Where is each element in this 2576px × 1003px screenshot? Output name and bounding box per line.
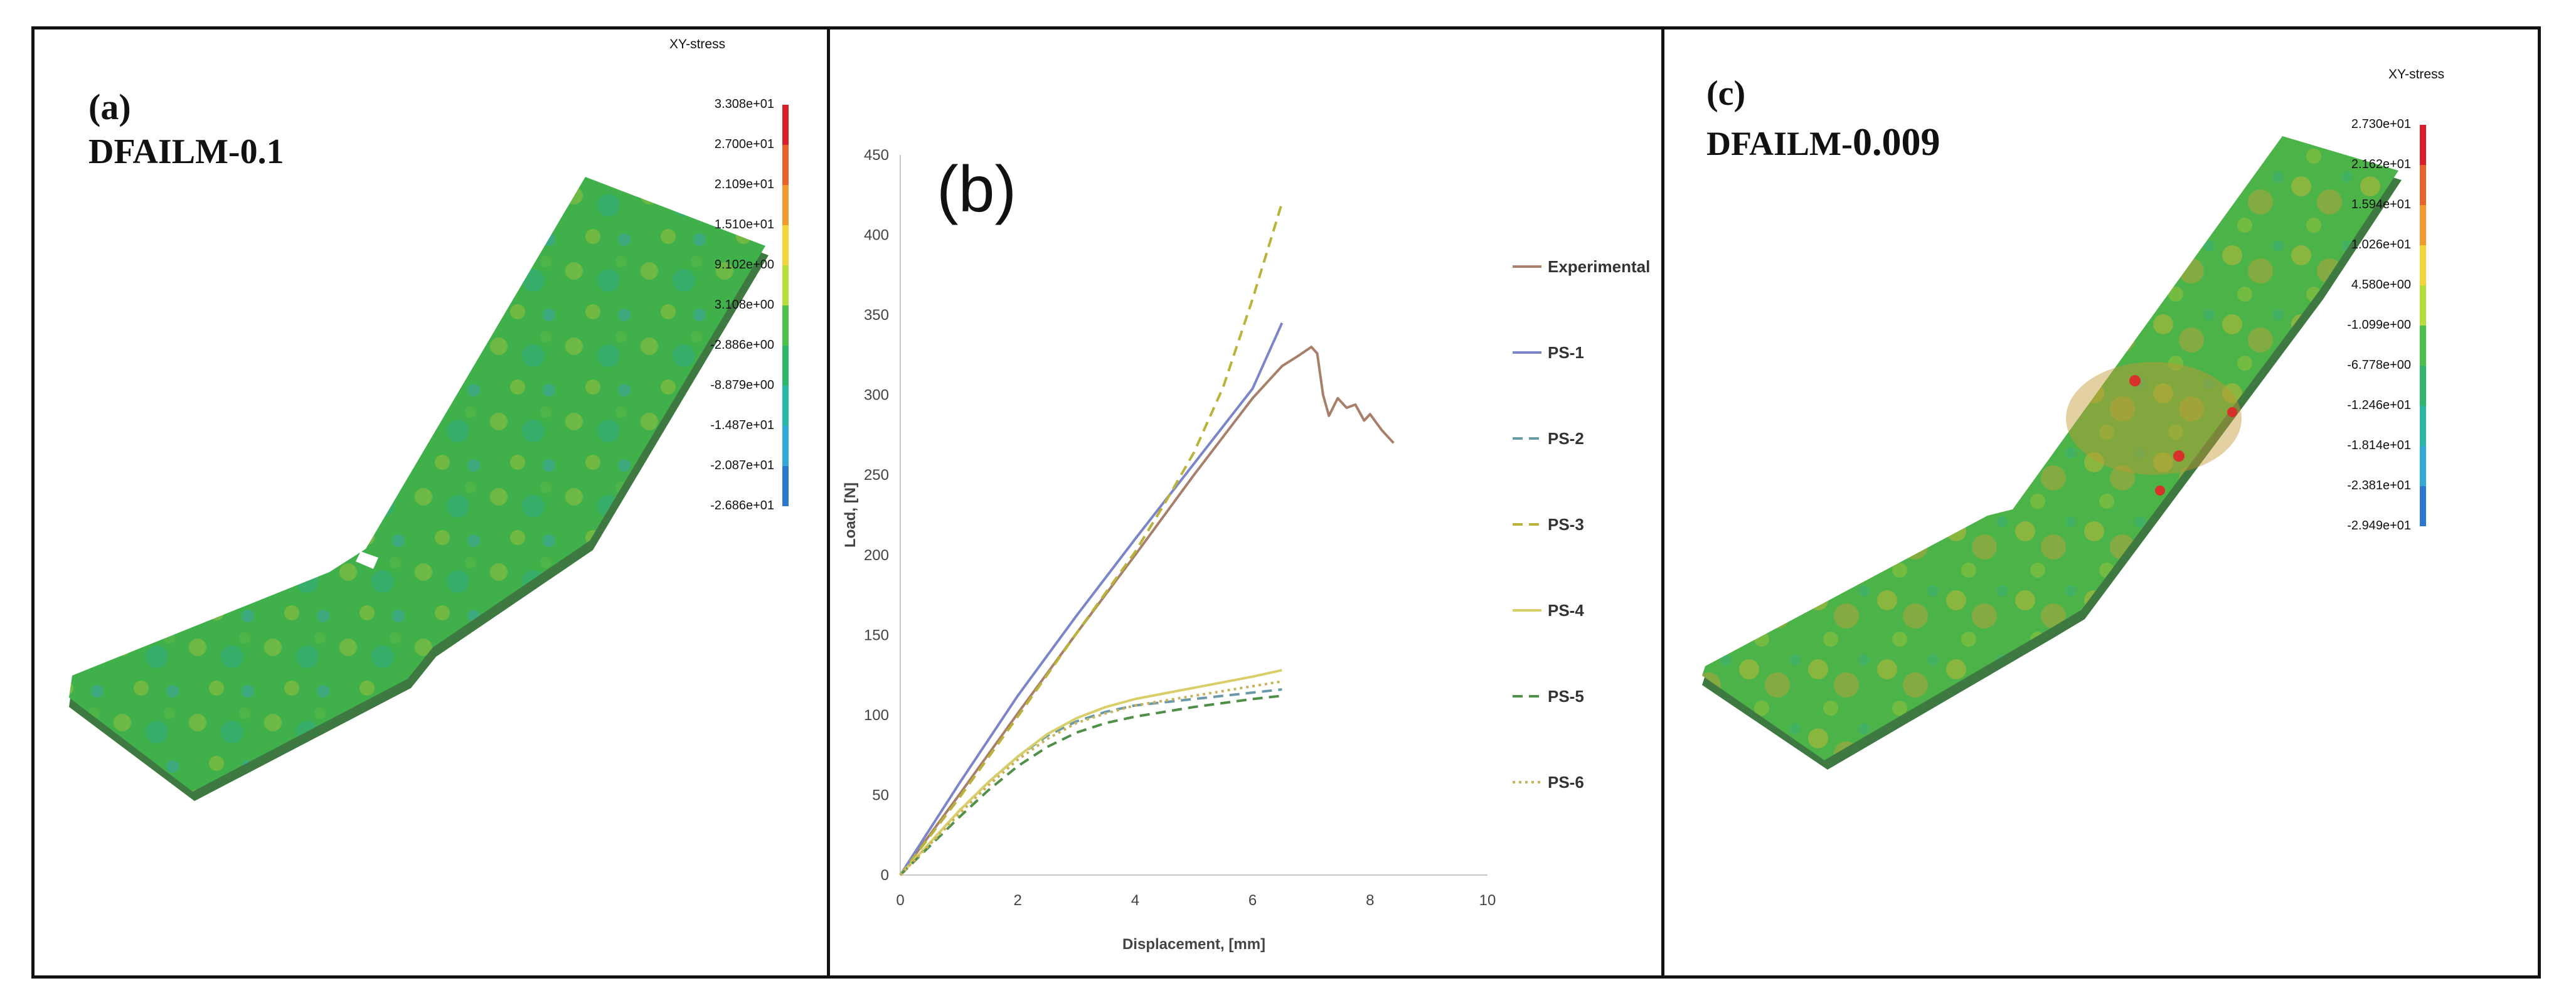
panel_c-scale-swatch <box>2420 125 2426 165</box>
y-tick-label: 0 <box>881 867 889 884</box>
legend-label: PS-3 <box>1548 515 1584 534</box>
panel_c-scale-label: -1.099e+00 <box>2347 318 2411 332</box>
series-line-ps-3 <box>899 202 1284 876</box>
legend-label: PS-1 <box>1548 343 1584 362</box>
panel_a-scale-label: 2.700e+01 <box>714 137 774 151</box>
panel-a-legend-title: XY-stress <box>669 37 726 51</box>
panel_a-scale-label: 2.109e+01 <box>714 178 774 191</box>
y-tick-label: 300 <box>864 387 889 404</box>
panel_a-scale-swatch <box>782 185 789 225</box>
legend-label: PS-2 <box>1548 429 1584 448</box>
panel-c-plate <box>1702 136 2402 770</box>
panel_a-scale-swatch <box>782 145 789 185</box>
panel_c-scale-label: 2.162e+01 <box>2351 157 2411 171</box>
panel-a: (a) DFAILM-0.1 <box>35 29 827 975</box>
series-line-ps-6 <box>899 680 1282 876</box>
y-tick-label: 100 <box>864 707 889 724</box>
panel_c-scale-swatch <box>2420 205 2426 245</box>
panel-b: (b) 0 50 100 150 200 250 300 350 400 450 0 2 4 6 8 10 Di… <box>830 29 1661 975</box>
x-tick-label: 6 <box>1248 892 1257 909</box>
panel_a-scale-label: 9.102e+00 <box>714 258 774 272</box>
panel_c-scale-label: 1.026e+01 <box>2351 238 2411 252</box>
figure-frame <box>31 26 2541 979</box>
y-tick-label: 150 <box>864 627 889 644</box>
panel_c-scale-label: -6.778e+00 <box>2347 358 2411 372</box>
y-tick-label: 50 <box>872 787 889 804</box>
panel_a-scale-label: -8.879e+00 <box>710 378 774 392</box>
x-tick-label: 10 <box>1479 892 1496 909</box>
panel_a-scale-label: 1.510e+01 <box>714 218 774 231</box>
legend-label: Experimental <box>1548 257 1650 276</box>
panel_a-scale-swatch <box>782 265 789 305</box>
panel_c-scale-label: 1.594e+01 <box>2351 198 2411 211</box>
y-tick-label: 450 <box>864 147 889 164</box>
x-tick-label: 2 <box>1014 892 1022 909</box>
y-tick-label: 200 <box>864 547 889 564</box>
x-tick-label: 4 <box>1131 892 1139 909</box>
y-tick-label: 250 <box>864 467 889 484</box>
series-line-ps-2 <box>899 688 1282 876</box>
panel_a-scale-swatch <box>782 346 789 386</box>
panel_a-scale-label: 3.108e+00 <box>714 298 774 312</box>
legend-label: PS-5 <box>1548 687 1584 706</box>
panel-divider-right <box>1661 26 1664 979</box>
panel_c-scale-label: -1.246e+01 <box>2347 398 2411 412</box>
series-line-ps-1 <box>899 322 1284 876</box>
panel_a-scale-label: -2.686e+01 <box>710 499 774 512</box>
panel-c-title-value: 0.009 <box>1852 121 1940 164</box>
panel_a-scale-label: -2.087e+01 <box>710 459 774 472</box>
x-tick-label: 0 <box>896 892 904 909</box>
panel_a-scale-swatch <box>782 466 789 506</box>
panel_c-scale-label: -2.949e+01 <box>2347 519 2411 533</box>
panel_c-scale-label: -2.381e+01 <box>2347 479 2411 492</box>
panel_c-scale-swatch <box>2420 165 2426 205</box>
panel-b-chart: (b) 0 50 100 150 200 250 300 350 400 450 0 2 4 6 8 10 Di… <box>842 147 1650 953</box>
panel_c-scale-label: 2.730e+01 <box>2351 117 2411 131</box>
legend-label: PS-4 <box>1548 601 1584 620</box>
panel-divider-left <box>827 26 830 979</box>
panel-c-title: DFAILM-0.009 <box>1706 120 1940 165</box>
x-tick-label: 8 <box>1366 892 1374 909</box>
panel_a-scale-swatch <box>782 386 789 426</box>
panel-a-model-view <box>69 177 769 801</box>
panel-c-title-prefix: DFAILM- <box>1706 125 1853 162</box>
panel-c-label: (c) <box>1706 74 1746 113</box>
panel_c-scale-swatch <box>2420 285 2426 326</box>
panel-b-label: (b) <box>937 153 1016 226</box>
panel_a-scale-label: -2.886e+00 <box>710 338 774 352</box>
panel-c-legend-title: XY-stress <box>2388 67 2445 82</box>
legend-label: PS-6 <box>1548 773 1584 792</box>
panel-c-model-view <box>1702 136 2402 770</box>
panel-a-title: DFAILM-0.1 <box>88 132 284 171</box>
panel_a-scale-label: -1.487e+01 <box>710 418 774 432</box>
y-tick-label: 350 <box>864 307 889 324</box>
panel-a-label: (a) <box>88 87 131 127</box>
panel_c-scale-swatch <box>2420 326 2426 366</box>
panel_c-scale-swatch <box>2420 486 2426 526</box>
panel-c: (c) DFAILM-0.009 XY-stress 2.730e+01 2.16… <box>1664 29 2538 975</box>
y-axis-label: Load, [N] <box>842 482 859 548</box>
panel_a-scale-swatch <box>782 225 789 265</box>
panel-a-plate <box>69 177 769 801</box>
panel_c-scale-swatch <box>2420 446 2426 486</box>
panel_a-scale-label: 3.308e+01 <box>714 97 774 111</box>
x-axis-label: Displacement, [mm] <box>1122 936 1265 953</box>
panel_c-scale-swatch <box>2420 366 2426 406</box>
panel_c-scale-swatch <box>2420 245 2426 285</box>
y-tick-label: 400 <box>864 227 889 244</box>
panel_a-scale-swatch <box>782 426 789 466</box>
panel_a-scale-swatch <box>782 105 789 145</box>
series-line-ps-4 <box>899 669 1282 876</box>
panel_c-scale-label: 4.580e+00 <box>2351 278 2411 292</box>
panel_c-scale-swatch <box>2420 406 2426 446</box>
panel_c-scale-label: -1.814e+01 <box>2347 438 2411 452</box>
panel_a-scale-swatch <box>782 305 789 346</box>
